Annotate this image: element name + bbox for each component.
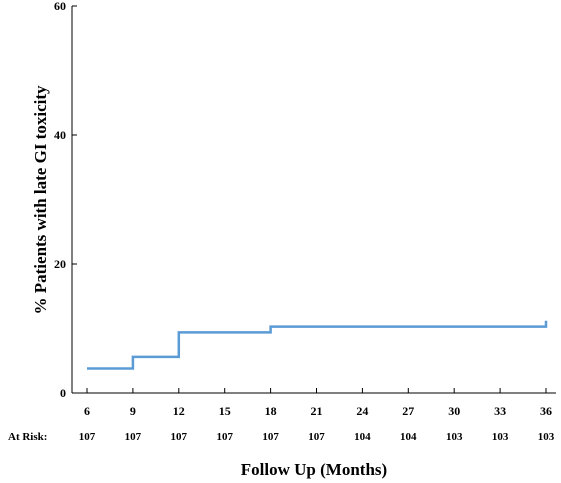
x-tick-label: 6 bbox=[84, 404, 90, 418]
x-tick-label: 24 bbox=[356, 404, 368, 418]
x-axis-ticks: 6 9 12 15 18 21 24 27 30 33 36 bbox=[84, 388, 552, 418]
at-risk-value: 103 bbox=[446, 431, 463, 443]
y-tick-label: 60 bbox=[54, 0, 66, 13]
y-axis-title: % Patients with late GI toxicity bbox=[31, 85, 50, 314]
at-risk-value: 107 bbox=[262, 431, 279, 443]
y-tick-label: 40 bbox=[54, 128, 66, 142]
x-tick-label: 9 bbox=[130, 404, 136, 418]
at-risk-value: 104 bbox=[354, 431, 371, 443]
x-axis-title: Follow Up (Months) bbox=[241, 460, 387, 479]
at-risk-value: 107 bbox=[171, 431, 188, 443]
x-tick-label: 21 bbox=[311, 404, 323, 418]
at-risk-table: At Risk: 107 107 107 107 107 107 104 104 103 103 10… bbox=[8, 431, 555, 443]
y-tick-label: 0 bbox=[60, 386, 66, 400]
x-tick-label: 33 bbox=[494, 404, 506, 418]
y-tick-label: 20 bbox=[54, 257, 66, 271]
at-risk-value: 107 bbox=[79, 431, 96, 443]
x-tick-label: 18 bbox=[265, 404, 277, 418]
at-risk-value: 103 bbox=[492, 431, 509, 443]
series-group bbox=[87, 320, 548, 370]
x-tick-label: 12 bbox=[173, 404, 185, 418]
at-risk-value: 107 bbox=[308, 431, 325, 443]
y-axis-ticks: 0 20 40 60 bbox=[54, 0, 77, 400]
at-risk-label: At Risk: bbox=[8, 431, 47, 443]
at-risk-value: 107 bbox=[125, 431, 142, 443]
x-tick-label: 36 bbox=[540, 404, 552, 418]
axes bbox=[71, 6, 556, 394]
at-risk-value: 104 bbox=[400, 431, 417, 443]
series-line-0 bbox=[87, 320, 548, 370]
at-risk-value: 107 bbox=[216, 431, 233, 443]
at-risk-value: 103 bbox=[538, 431, 555, 443]
x-tick-label: 30 bbox=[448, 404, 460, 418]
x-tick-label: 15 bbox=[219, 404, 231, 418]
x-tick-label: 27 bbox=[402, 404, 414, 418]
